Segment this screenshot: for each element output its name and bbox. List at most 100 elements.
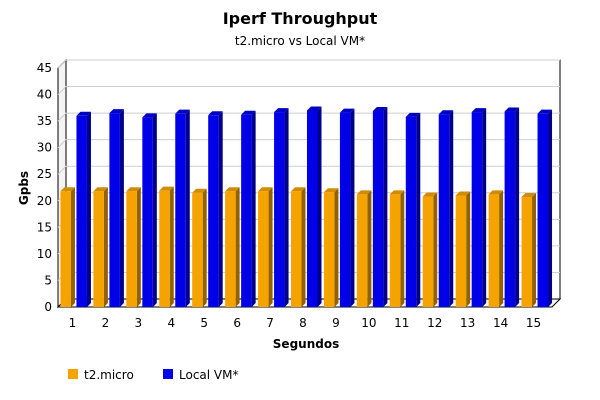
legend-swatch xyxy=(163,369,173,379)
bar-front xyxy=(208,115,219,307)
x-axis-ticks: 1 2 3 4 5 6 7 8 9 10 11 12 13 14 15 xyxy=(69,316,542,330)
x-tick-label: 10 xyxy=(361,316,376,330)
bar-top xyxy=(537,109,553,114)
bar-side xyxy=(301,187,306,307)
bar-front xyxy=(225,191,236,307)
bar-front xyxy=(175,113,186,307)
bar-front xyxy=(258,191,269,307)
bar-front xyxy=(455,195,467,307)
bar-front xyxy=(274,112,285,308)
bar-top xyxy=(405,112,421,117)
bar-top xyxy=(60,187,75,192)
bar-side xyxy=(482,108,487,308)
y-axis-ticks: 0 5 10 15 20 25 30 35 40 45 xyxy=(37,61,52,314)
bar-top xyxy=(455,191,471,196)
bar-front xyxy=(323,192,335,307)
bar-local-vm-4 xyxy=(175,109,190,307)
bar-front xyxy=(339,112,351,307)
bar-front xyxy=(405,116,417,308)
y-tick-label: 10 xyxy=(37,247,52,261)
x-tick-label: 2 xyxy=(102,316,110,330)
bar-local-vm-15 xyxy=(537,109,553,307)
bar-front xyxy=(389,194,401,307)
x-tick-label: 11 xyxy=(394,316,409,330)
bar-side xyxy=(383,107,388,308)
bar-t2-micro-11 xyxy=(389,190,405,307)
bar-t2-micro-8 xyxy=(291,187,306,307)
y-tick-label: 25 xyxy=(37,167,52,181)
bar-side xyxy=(86,111,91,307)
bar-side xyxy=(152,113,157,307)
grid-line xyxy=(57,139,560,149)
bar-local-vm-13 xyxy=(471,108,487,308)
x-tick-label: 7 xyxy=(266,316,274,330)
bar-local-vm-3 xyxy=(142,113,157,307)
grid-line xyxy=(57,112,560,122)
bar-front xyxy=(60,191,71,307)
y-tick-label: 15 xyxy=(37,220,52,234)
bar-front xyxy=(307,110,318,307)
bar-top xyxy=(274,108,289,113)
y-axis-label: Gpbs xyxy=(17,171,31,205)
bar-top xyxy=(422,192,438,197)
bar-side xyxy=(185,109,190,307)
bar-front xyxy=(142,117,153,307)
bar-front xyxy=(356,194,368,307)
x-tick-label: 5 xyxy=(200,316,208,330)
bar-front xyxy=(192,192,203,307)
bar-top xyxy=(323,188,339,193)
y-tick-label: 30 xyxy=(37,141,52,155)
bar-top xyxy=(372,107,388,112)
bar-side xyxy=(235,187,240,307)
bar-front xyxy=(504,111,516,307)
bar-t2-micro-2 xyxy=(93,187,108,307)
bar-local-vm-10 xyxy=(372,107,388,308)
bar-t2-micro-13 xyxy=(455,191,471,307)
chart-title: Iperf Throughput xyxy=(223,9,378,28)
y-tick-label: 0 xyxy=(44,300,52,314)
bar-top xyxy=(307,106,322,111)
bar-local-vm-1 xyxy=(76,111,91,307)
bar-side xyxy=(400,190,405,307)
bar-front xyxy=(241,114,252,307)
bar-side xyxy=(466,191,471,307)
bar-front xyxy=(126,191,137,307)
bar-side xyxy=(119,109,124,308)
bar-side xyxy=(103,187,108,307)
bar-side xyxy=(350,108,355,307)
y-tick-label: 20 xyxy=(37,194,52,208)
bar-top xyxy=(258,187,273,192)
legend-label: t2.micro xyxy=(84,368,134,382)
bars xyxy=(60,106,553,308)
bar-side xyxy=(70,187,75,307)
y-tick-label: 45 xyxy=(37,61,52,75)
bar-top xyxy=(438,110,454,115)
x-axis-label: Segundos xyxy=(273,337,339,351)
bar-side xyxy=(268,187,273,307)
x-tick-label: 6 xyxy=(233,316,241,330)
bar-t2-micro-9 xyxy=(323,188,339,307)
bar-front xyxy=(488,194,500,307)
bar-side xyxy=(218,111,223,307)
bar-side xyxy=(449,110,454,307)
x-tick-label: 8 xyxy=(299,316,307,330)
bar-local-vm-12 xyxy=(438,110,454,307)
bar-top xyxy=(521,193,537,198)
x-tick-label: 14 xyxy=(493,316,508,330)
legend-label: Local VM* xyxy=(179,368,238,382)
bar-front xyxy=(471,112,483,308)
bar-side xyxy=(548,109,553,307)
bar-top xyxy=(208,111,223,116)
bar-top xyxy=(109,109,124,114)
legend-item-t2-micro: t2.micro xyxy=(68,368,134,382)
bar-front xyxy=(372,111,384,308)
bar-top xyxy=(241,110,256,115)
bar-side xyxy=(202,188,207,307)
bar-t2-micro-10 xyxy=(356,190,372,307)
bar-front xyxy=(109,113,120,308)
bar-top xyxy=(291,187,306,192)
bar-front xyxy=(159,190,170,307)
bar-t2-micro-3 xyxy=(126,187,141,307)
bar-t2-micro-4 xyxy=(159,186,174,307)
